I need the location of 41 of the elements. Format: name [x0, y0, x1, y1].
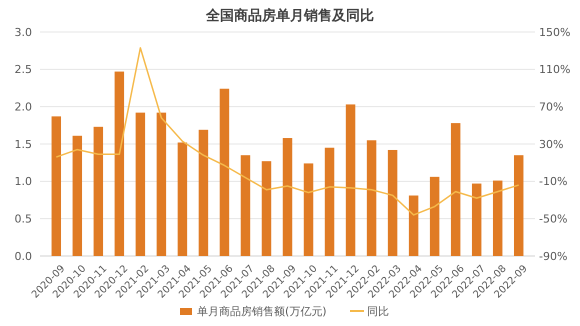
bar — [450, 123, 460, 256]
bar — [178, 142, 188, 256]
bar — [492, 180, 502, 256]
bar — [156, 112, 166, 256]
bar — [282, 138, 292, 256]
y-tick-label: 1.0 — [14, 175, 32, 188]
bar — [514, 155, 524, 256]
bar — [366, 140, 376, 256]
y-tick-label: 2.0 — [14, 100, 32, 114]
bar — [324, 148, 334, 256]
y2-tick-label: -90% — [539, 250, 568, 263]
chart-title: 全国商品房单月销售及同比 — [205, 7, 374, 24]
y-tick-label: 0.0 — [14, 250, 32, 263]
y2-tick-label: -10% — [539, 175, 568, 188]
bar — [52, 116, 62, 256]
bar — [136, 112, 146, 256]
legend-label: 同比 — [367, 305, 389, 318]
bar — [472, 184, 482, 256]
y-tick-label: 2.5 — [14, 63, 32, 76]
bar — [94, 126, 104, 256]
y2-tick-label: 110% — [539, 63, 570, 76]
bar — [346, 104, 356, 256]
bar — [72, 136, 82, 256]
bar — [114, 72, 124, 256]
bar — [262, 161, 272, 256]
y2-tick-label: 150% — [539, 26, 570, 39]
y-tick-label: 1.5 — [14, 138, 32, 151]
bar — [388, 150, 398, 256]
bar — [430, 176, 440, 256]
bar — [198, 130, 208, 256]
bar — [240, 155, 250, 256]
y2-tick-label: -50% — [539, 212, 568, 226]
bar — [408, 196, 418, 256]
y2-tick-label: 30% — [539, 138, 564, 151]
y-tick-label: 0.5 — [14, 212, 32, 226]
y2-tick-label: 70% — [539, 100, 564, 114]
bar — [304, 163, 314, 256]
y-tick-label: 3.0 — [14, 26, 32, 39]
legend-label: 单月商品房销售额(万亿元) — [197, 305, 327, 318]
bar — [220, 88, 230, 256]
line-series — [56, 47, 520, 216]
